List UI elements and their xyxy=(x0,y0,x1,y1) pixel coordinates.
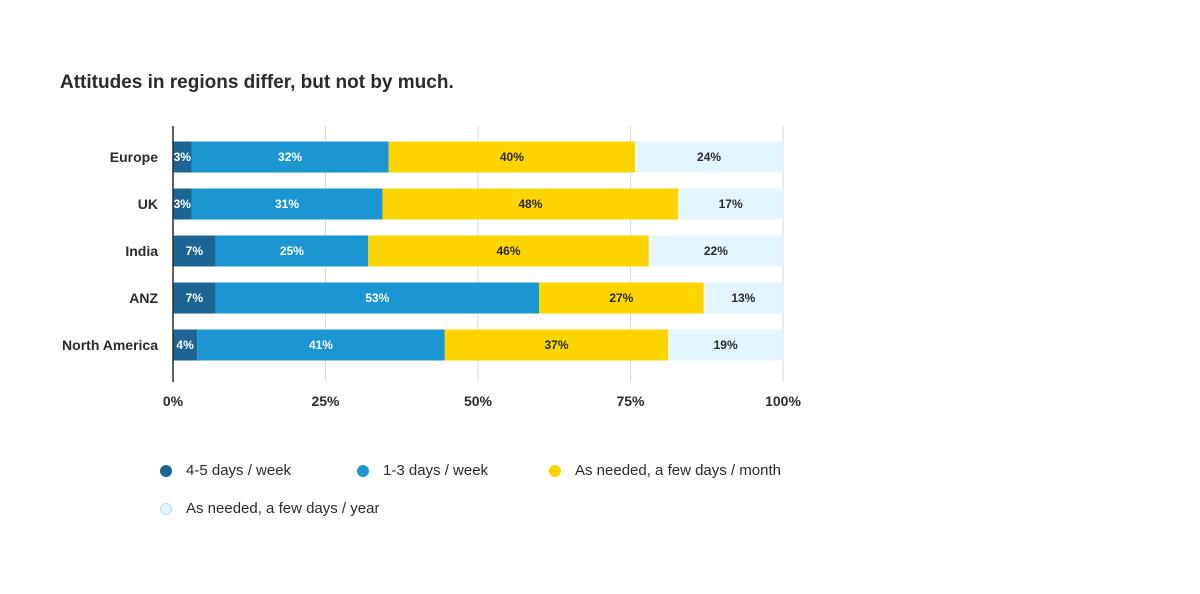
bar-data-label: 13% xyxy=(731,291,755,305)
legend-label: 1-3 days / week xyxy=(383,462,489,479)
bar-data-label: 48% xyxy=(518,197,542,211)
bar-data-label: 46% xyxy=(496,244,520,258)
chart-title: Attitudes in regions differ, but not by … xyxy=(60,72,454,93)
bar-data-label: 25% xyxy=(280,244,304,258)
category-label: North America xyxy=(62,337,158,353)
bar-data-label: 27% xyxy=(609,291,633,305)
bar-segment xyxy=(197,329,445,361)
bar-data-label: 22% xyxy=(704,244,728,258)
bar-data-label: 31% xyxy=(275,197,299,211)
bar-data-label: 3% xyxy=(174,150,192,164)
bar-segment xyxy=(173,141,192,173)
bar-data-label: 7% xyxy=(186,244,204,258)
category-label: UK xyxy=(138,196,158,212)
bar-segment xyxy=(678,188,783,220)
x-tick-label: 75% xyxy=(616,393,645,409)
bar-segment xyxy=(215,282,539,314)
category-label: ANZ xyxy=(129,290,158,306)
bar-segment xyxy=(668,329,783,361)
bar-segment xyxy=(173,282,216,314)
bar-data-label: 7% xyxy=(186,291,204,305)
bar-data-label: 4% xyxy=(176,338,194,352)
bar-data-label: 24% xyxy=(697,150,721,164)
bar-segment xyxy=(444,329,669,361)
x-tick-label: 50% xyxy=(464,393,493,409)
bar-data-label: 32% xyxy=(278,150,302,164)
bar-segment xyxy=(215,235,369,267)
x-tick-label: 25% xyxy=(311,393,340,409)
bar-segment xyxy=(648,235,783,267)
category-labels: Europe UK India ANZ North America xyxy=(62,149,158,353)
legend-item: 4-5 days / week xyxy=(160,462,291,479)
legend-label: As needed, a few days / year xyxy=(186,500,380,517)
bar-data-label: 17% xyxy=(719,197,743,211)
legend-label: As needed, a few days / month xyxy=(575,462,781,479)
x-tick-label: 100% xyxy=(765,393,801,409)
x-tick-label: 0% xyxy=(163,393,184,409)
legend-item: As needed, a few days / month xyxy=(549,462,781,479)
category-label: Europe xyxy=(110,149,158,165)
bar-data-label: 40% xyxy=(500,150,524,164)
legend-swatch xyxy=(549,464,561,477)
bar-data-label: 53% xyxy=(365,291,389,305)
bar-segment xyxy=(382,188,679,220)
bar-data-label: 19% xyxy=(714,338,738,352)
legend-label: 4-5 days / week xyxy=(186,462,292,479)
bar-segment xyxy=(173,188,192,220)
bar-segment xyxy=(368,235,649,267)
bar-segment xyxy=(635,141,783,173)
legend-item: As needed, a few days / year xyxy=(160,500,379,517)
category-label: India xyxy=(125,243,158,259)
x-tick-labels: 0% 25% 50% 75% 100% xyxy=(163,393,802,409)
bar-segment xyxy=(173,235,216,267)
bar-data-label: 3% xyxy=(174,197,192,211)
bar-segment xyxy=(703,282,783,314)
bar-segment xyxy=(173,329,198,361)
bar-data-label: 41% xyxy=(309,338,333,352)
bar-segment xyxy=(191,141,389,173)
legend-item: 1-3 days / week xyxy=(357,462,488,479)
bar-data-label: 37% xyxy=(544,338,568,352)
bars: 3% 32% 40% 24% 3% 31% 48% 17% 7% 25% 46% 22% 7% 53% 27… xyxy=(173,141,783,361)
legend-swatch xyxy=(160,502,172,515)
legend-swatch xyxy=(357,464,369,477)
bar-segment xyxy=(191,188,383,220)
legend-swatch xyxy=(160,464,172,477)
bar-segment xyxy=(539,282,704,314)
bar-segment xyxy=(388,141,636,173)
